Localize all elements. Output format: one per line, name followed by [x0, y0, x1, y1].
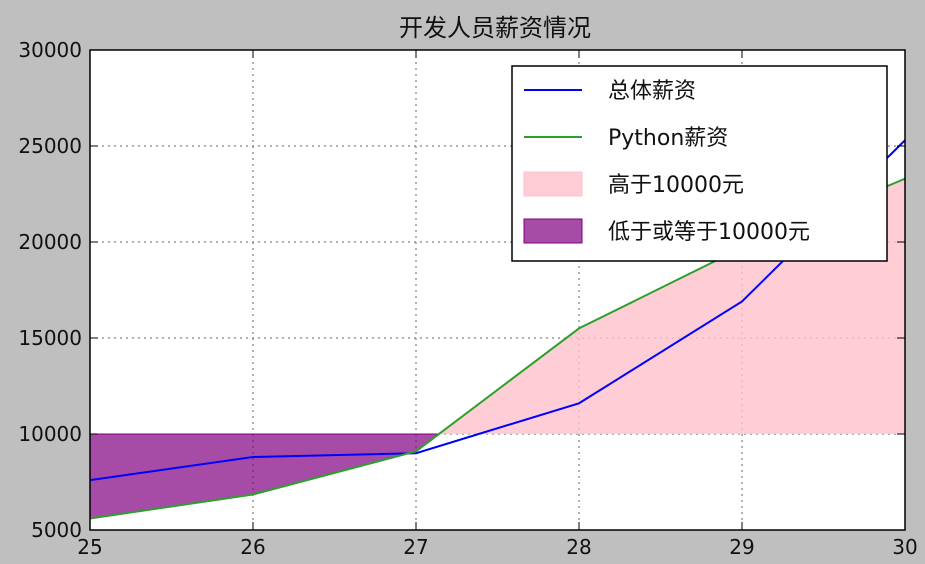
y-tick-label: 20000 — [18, 230, 82, 254]
legend-entry-below-label: 低于或等于10000元 — [608, 220, 810, 245]
y-tick-label: 30000 — [18, 38, 82, 62]
series-line-0 — [89, 139, 906, 482]
legend-entry-below-swatch — [523, 218, 583, 244]
y-tick-label: 25000 — [18, 134, 82, 158]
x-tick-label: 25 — [77, 535, 102, 559]
chart-title: 开发人员薪资情况 — [399, 14, 591, 42]
x-tick-label: 26 — [240, 535, 265, 559]
y-tick-label: 10000 — [18, 422, 82, 446]
legend-entry-python-label: Python薪资 — [608, 126, 728, 151]
x-tick-label: 28 — [566, 535, 591, 559]
x-tick-label: 29 — [729, 535, 754, 559]
plot-frame — [89, 49, 906, 531]
x-tick-label: 27 — [403, 535, 428, 559]
y-tick-label: 5000 — [31, 518, 82, 542]
y-tick-label: 15000 — [18, 326, 82, 350]
x-tick-label: 30 — [892, 535, 917, 559]
legend-entry-total-label: 总体薪资 — [608, 79, 696, 104]
legend-entry-above-swatch — [523, 171, 583, 197]
legend-entry-above-label: 高于10000元 — [608, 173, 744, 198]
